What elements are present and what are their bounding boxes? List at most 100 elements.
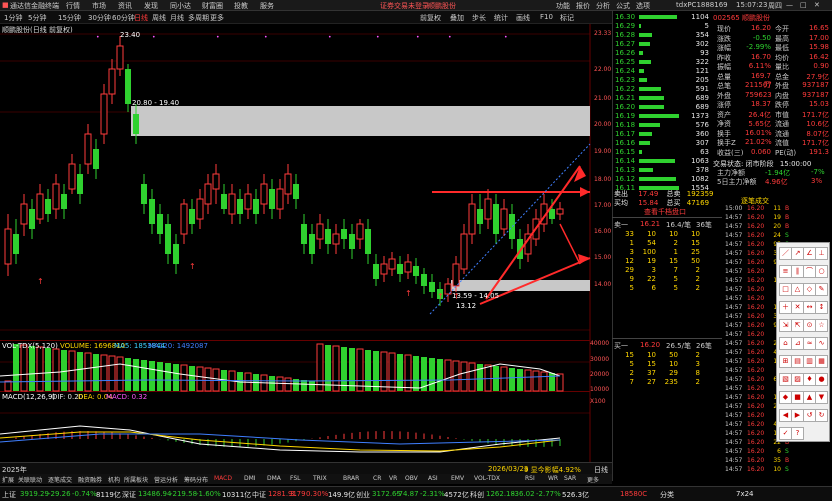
menu-quote[interactable]: 报价 [576,2,590,10]
period-1min[interactable]: 1分钟 [4,14,23,22]
menu-wealth[interactable]: 财富圈 [202,2,223,10]
draw-tool-icon[interactable]: ∠ [803,247,816,260]
period-15min[interactable]: 15分钟 [58,14,81,22]
indicator-tab-2[interactable]: 逐笔成交 [48,477,73,484]
draw-tool-icon[interactable]: ☆ [815,319,828,332]
menu-xiaoda[interactable]: 同小达 [170,2,191,10]
menu-news[interactable]: 资讯 [118,2,132,10]
indicator-tab-16[interactable]: OBV [405,475,418,482]
draw-tool-icon[interactable]: ↻ [815,409,828,422]
menu-quotes[interactable]: 行情 [66,2,80,10]
indicator-tab-7[interactable]: 筹码分布 [184,477,209,484]
depth-link[interactable]: 查看千档盘口 [644,208,686,216]
draw-tool-icon[interactable]: ○ [815,265,828,278]
indicator-tab-18[interactable]: EMV [451,475,465,482]
indicator-tab-21[interactable]: WR [548,475,559,482]
indicator-tab-1[interactable]: 关联联动 [18,477,43,484]
volume-bar [189,366,195,391]
period-day[interactable]: 日线 [134,14,148,22]
period-60min[interactable]: 60分钟 [112,14,135,22]
menu-function[interactable]: 功能 [556,2,570,10]
indicator-tab-4[interactable]: 机构 [108,477,121,484]
trade-time: 14:57 [725,376,743,383]
mark-button[interactable]: 标记 [560,14,574,22]
indicator-tab-13[interactable]: BRAR [343,475,360,482]
draw-tool-icon[interactable]: ∿ [815,337,828,350]
volume-bar [108,355,116,392]
draw-tool-icon[interactable]: ⇱ [791,319,804,332]
f10-button[interactable]: F10 [540,13,553,21]
indicator-tab-5[interactable]: 所属板块 [124,477,149,484]
draw-tool-icon[interactable]: ⊥ [815,247,828,260]
draw-tool-icon[interactable]: ▲ [803,391,816,404]
indicator-tab-14[interactable]: CR [373,475,382,482]
indicator-tab-10[interactable]: DMA [267,475,281,482]
close-icon[interactable]: ✕ [814,1,820,9]
draw-tool-icon[interactable]: ✕ [791,301,804,314]
price-tick: 23.33 [594,30,612,37]
period-month[interactable]: 月线 [170,14,184,22]
indicator-tab-19[interactable]: VOL-TDX [474,475,500,482]
indicator-tab-15[interactable]: VR [389,475,398,482]
menu-market[interactable]: 市场 [92,2,106,10]
indicator-tab-30[interactable]: 更多 [587,477,600,484]
indicator-tab-9[interactable]: DMI [244,475,256,482]
signal-marker: • [504,34,508,41]
candle-body [237,199,243,214]
draw-tool-icon[interactable]: ▼ [815,391,828,404]
draw-tool-icon[interactable]: ✎ [815,283,828,296]
user-id[interactable]: tdxPC1888169 [676,1,728,9]
draw-tool-icon[interactable]: ▦ [815,355,828,368]
stats-button[interactable]: 统计 [494,14,508,22]
draw-tool-icon[interactable]: △ [791,283,804,296]
indicator-tab-20[interactable]: RSI [525,475,535,482]
period-week[interactable]: 周线 [152,14,166,22]
draw-tool-icon[interactable]: ≈ [803,337,816,350]
period-5min[interactable]: 5分钟 [28,14,47,22]
adjust-button[interactable]: 前复权 [420,14,441,22]
draw-tool-icon[interactable]: ⊞ [779,355,792,368]
draw-tool-icon[interactable]: ↺ [803,409,816,422]
trade-time: 14:57 [725,358,743,365]
indicator-tab-11[interactable]: FSL [290,475,301,482]
draw-tool-icon[interactable]: ? [791,427,804,440]
menu-formula[interactable]: 公式 [616,2,630,10]
draw-tool-icon[interactable]: ↕ [815,301,828,314]
weekday: 周四 [768,2,782,10]
period-multi[interactable]: 多周期 [188,14,209,22]
menu-discover[interactable]: 发现 [144,2,158,10]
kline-chart[interactable]: • • • • • • • • • ↑ ↑ ↑ ↑ ↑ [0,24,612,462]
view-label[interactable]: 日线 [594,466,608,474]
book-cell: 5 [629,360,634,368]
indicator-tab-12[interactable]: TRIX [313,475,327,482]
draw-tool-icon[interactable]: ⌒ [803,265,816,278]
menu-analysis[interactable]: 分析 [596,2,610,10]
quote-volume: 1104 [691,13,709,21]
draw-button[interactable]: 画线 [516,14,530,22]
indicator-tab-17[interactable]: ASI [428,475,438,482]
volume-bar [45,348,51,391]
minimize-icon[interactable]: — [786,1,793,9]
quote-price: 16.11 [615,184,636,192]
indicator-tab-0[interactable]: 扩展 [2,477,15,484]
trade-time: 14:57 [725,403,743,410]
volume-bar [540,371,548,392]
menu-edu[interactable]: 投教 [234,2,248,10]
draw-tool-icon[interactable]: ∥ [791,265,804,278]
indicator-tab-6[interactable]: 营运分析 [154,477,179,484]
login-status[interactable]: 证券交易未登录 [380,2,429,10]
trade-price: 16.20 [747,205,765,212]
maximize-icon[interactable]: □ [800,1,807,9]
draw-tool-icon[interactable]: ● [815,373,828,386]
period-more[interactable]: 更多 [210,14,224,22]
menu-service[interactable]: 服务 [260,2,274,10]
candle-body [141,184,147,204]
period-30min[interactable]: 30分钟 [88,14,111,22]
overlay-button[interactable]: 叠加 [450,14,464,22]
menu-options[interactable]: 选项 [636,2,650,10]
indicator-tab-3[interactable]: 融资融券 [78,477,103,484]
step-button[interactable]: 步长 [472,14,486,22]
field-value: 16.65 [808,24,829,32]
indicator-tab-8[interactable]: MACD [214,475,232,482]
indicator-tab-22[interactable]: SAR [564,475,577,482]
